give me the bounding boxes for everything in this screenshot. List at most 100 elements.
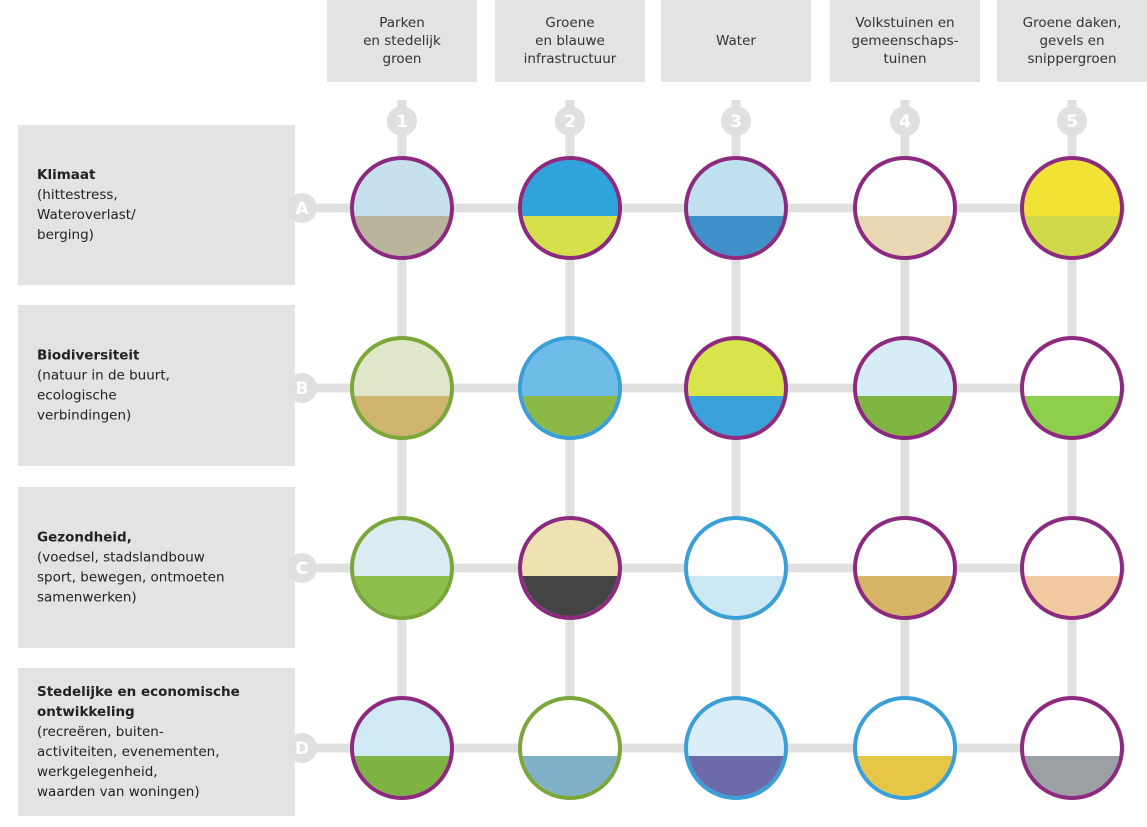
- column-header-text: gevels en: [1039, 33, 1104, 49]
- icon-ground: [354, 396, 450, 436]
- icon-ground: [688, 396, 784, 436]
- icon-ring: [853, 156, 957, 260]
- row-description: ecologische: [37, 388, 117, 404]
- icon: [684, 156, 788, 260]
- icon-ground: [522, 396, 618, 436]
- icon-ground: [354, 216, 450, 256]
- icon: [1020, 156, 1124, 260]
- icon-ring: [853, 696, 957, 800]
- row-letter-badge: [287, 733, 317, 763]
- icon-ring: [518, 696, 622, 800]
- column-number: 1: [396, 112, 408, 132]
- row-letter: B: [296, 379, 309, 399]
- row-label-box: [18, 305, 295, 466]
- column-number-badge: [890, 106, 920, 136]
- row-description: berging): [37, 227, 94, 243]
- icon-ring: [518, 516, 622, 620]
- icon: [853, 156, 957, 260]
- icon-ring: [518, 156, 622, 260]
- icon-ground: [857, 216, 953, 256]
- icon: [684, 516, 788, 620]
- row-letter: C: [296, 559, 308, 579]
- row-letter: D: [295, 739, 309, 759]
- column-header-text: Water: [716, 33, 756, 49]
- icon-ground: [1024, 576, 1120, 616]
- icon-ground: [522, 756, 618, 796]
- column-header-text: Parken: [379, 15, 425, 31]
- icon: [853, 696, 957, 800]
- column-header-text: Volkstuinen en: [855, 15, 954, 31]
- row-description: werkgelegenheid,: [37, 764, 158, 780]
- row-letter-badge: [287, 553, 317, 583]
- icon-ground: [857, 576, 953, 616]
- icon-ground: [522, 576, 618, 616]
- icon: [684, 696, 788, 800]
- icon: [518, 156, 622, 260]
- column-header-text: snippergroen: [1027, 51, 1116, 67]
- column-header-text: groen: [383, 51, 422, 67]
- icon-ground: [354, 576, 450, 616]
- icon-ground: [688, 576, 784, 616]
- icon-ground: [857, 396, 953, 436]
- icon: [350, 516, 454, 620]
- icon: [518, 516, 622, 620]
- column-header-text: tuinen: [883, 51, 926, 67]
- icon-ground: [522, 216, 618, 256]
- icon-ring: [1020, 336, 1124, 440]
- icon-ring: [1020, 156, 1124, 260]
- row-description: samenwerken): [37, 590, 137, 606]
- row-letter-badge: [287, 373, 317, 403]
- row-title: Klimaat: [37, 167, 96, 183]
- icon-ground: [857, 756, 953, 796]
- icon: [350, 156, 454, 260]
- row-title: Stedelijke en economische: [37, 684, 240, 700]
- column-header-text: Groene daken,: [1023, 15, 1122, 31]
- icon-ring: [518, 336, 622, 440]
- icon-ring: [684, 336, 788, 440]
- row-label-box: [18, 487, 295, 648]
- icon-ring: [684, 516, 788, 620]
- icon: [853, 516, 957, 620]
- column-number: 2: [564, 112, 576, 132]
- column-header-text: en blauwe: [535, 33, 605, 49]
- icon-ring: [1020, 516, 1124, 620]
- row-description: (recreëren, buiten-: [37, 724, 164, 740]
- row-description: sport, bewegen, ontmoeten: [37, 570, 225, 586]
- icon-ring: [1020, 696, 1124, 800]
- icon: [1020, 696, 1124, 800]
- row-description: verbindingen): [37, 408, 131, 424]
- column-header-box: [495, 0, 645, 82]
- column-number: 3: [730, 112, 742, 132]
- row-description: (voedsel, stadslandbouw: [37, 550, 205, 566]
- icon-ground: [354, 756, 450, 796]
- column-number-badge: [721, 106, 751, 136]
- row-title: Gezondheid,: [37, 530, 132, 546]
- row-label-box: [18, 125, 295, 285]
- row-description: waarden van woningen): [37, 784, 200, 800]
- column-header-text: infrastructuur: [524, 51, 617, 67]
- row-label-box: [18, 668, 295, 816]
- icon-ground: [688, 756, 784, 796]
- icon-ground: [1024, 216, 1120, 256]
- row-title: Biodiversiteit: [37, 348, 140, 364]
- column-header-box: [661, 0, 811, 82]
- column-header-box: [327, 0, 477, 82]
- column-number-badge: [387, 106, 417, 136]
- icon-ring: [350, 336, 454, 440]
- icon: [853, 336, 957, 440]
- icon: [350, 696, 454, 800]
- column-header-box: [997, 0, 1147, 82]
- icon: [684, 336, 788, 440]
- icon: [350, 336, 454, 440]
- icon-ground: [688, 216, 784, 256]
- icon-ring: [853, 336, 957, 440]
- column-header-text: Groene: [545, 15, 594, 31]
- row-description: (hittestress,: [37, 187, 118, 203]
- column-number: 4: [899, 112, 911, 132]
- icon-ring: [350, 696, 454, 800]
- row-description: (natuur in de buurt,: [37, 368, 170, 384]
- icon-ring: [684, 696, 788, 800]
- icon: [518, 336, 622, 440]
- icon: [1020, 516, 1124, 620]
